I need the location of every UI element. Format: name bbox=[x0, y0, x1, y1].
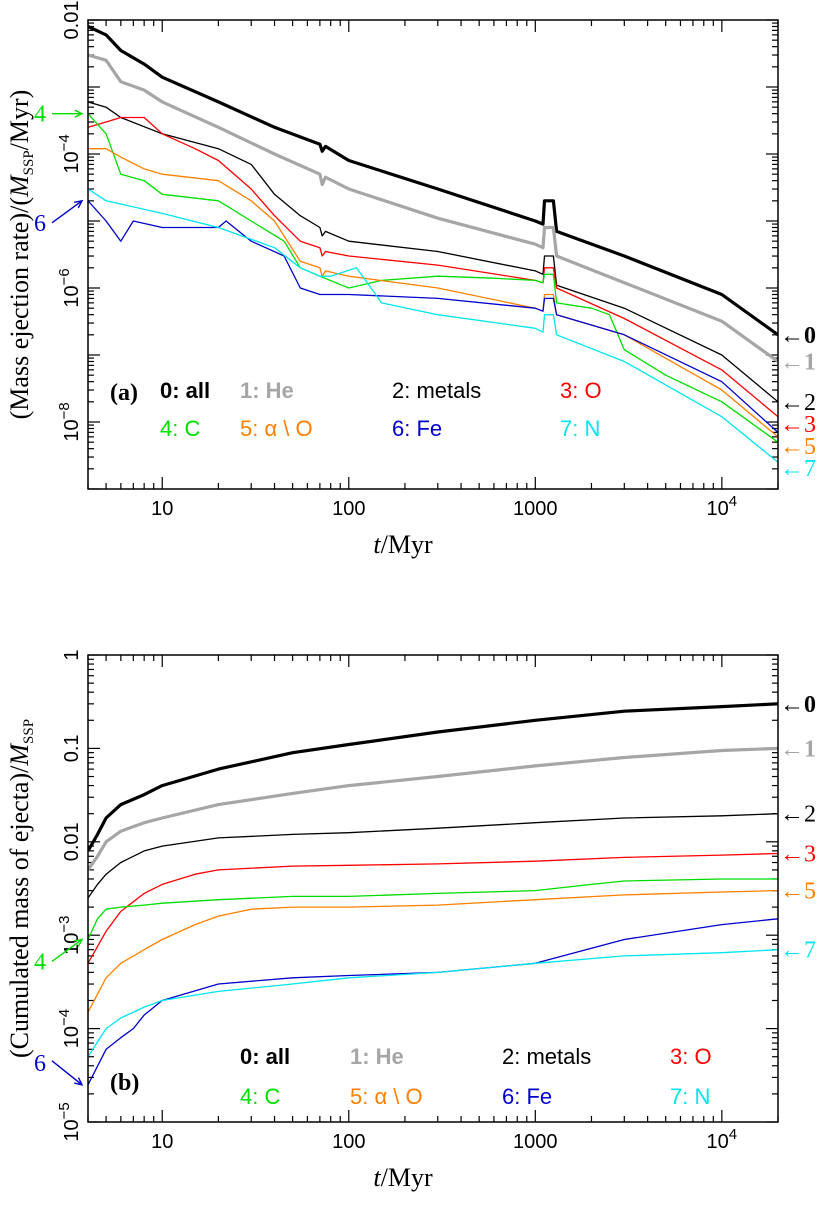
panel-a: 10 100 1000 104 0.01 10−4 10−6 10−8 t/Myr (Mass e… bbox=[5, 1, 816, 559]
plot-frame bbox=[87, 19, 779, 490]
y-tick-label: 0.1 bbox=[61, 734, 83, 762]
legend-entry: 1: He bbox=[240, 378, 294, 403]
series-line-1 bbox=[88, 53, 778, 363]
plot-frame bbox=[87, 654, 779, 1123]
y-tick-label: 1 bbox=[61, 649, 83, 660]
legend-entry: 7: N bbox=[560, 416, 600, 441]
end-label: ←1 bbox=[780, 736, 816, 762]
end-label: ←5 bbox=[780, 879, 816, 905]
x-tick-label: 100 bbox=[332, 498, 365, 520]
y-tick-label: 10−5 bbox=[56, 1102, 83, 1141]
legend-entry: 3: O bbox=[560, 378, 602, 403]
series-line-1 bbox=[88, 746, 778, 871]
series-line-6 bbox=[88, 200, 778, 433]
y-tick-label-group: 10−4 bbox=[56, 134, 83, 173]
series-line-4 bbox=[88, 878, 778, 940]
start-arrow-head bbox=[74, 938, 84, 947]
legend-entry: 6: Fe bbox=[502, 1084, 552, 1109]
x-tick-label: 1000 bbox=[513, 1131, 558, 1153]
legend-entry: 2: metals bbox=[392, 378, 481, 403]
y-tick-label: 10−6 bbox=[56, 268, 83, 307]
start-label: 6 bbox=[34, 1051, 46, 1077]
start-label: 4 bbox=[34, 102, 46, 128]
legend-entry: 5: α \ O bbox=[350, 1084, 423, 1109]
y-tick-label: 10−4 bbox=[56, 1009, 83, 1048]
series-line-6 bbox=[88, 918, 778, 1086]
end-label: ←7 bbox=[780, 456, 816, 482]
x-tick-label: 100 bbox=[332, 1131, 365, 1153]
legend-entry: 0: all bbox=[240, 1044, 290, 1069]
panel-label: (a) bbox=[110, 380, 138, 406]
x-axis-title: t/Myr bbox=[373, 530, 433, 559]
series-line-3 bbox=[88, 116, 778, 418]
y-tick-label: 10−4 bbox=[56, 134, 83, 173]
y-tick-label-group: 1 bbox=[61, 649, 83, 660]
series-line-7 bbox=[88, 188, 778, 463]
end-label: ←7 bbox=[780, 938, 816, 964]
series-line-7 bbox=[88, 949, 778, 1058]
x-tick-label: 1000 bbox=[513, 498, 558, 520]
series-line-2 bbox=[88, 101, 778, 403]
end-label: ←0 bbox=[780, 692, 816, 718]
series-line-5 bbox=[88, 889, 778, 1013]
x-tick-label: 104 bbox=[707, 1126, 738, 1153]
legend-entry: 3: O bbox=[670, 1044, 712, 1069]
y-tick-label-group: 10−8 bbox=[56, 402, 83, 441]
start-arrow-head bbox=[74, 109, 84, 118]
start-arrow-line bbox=[51, 1060, 83, 1086]
y-tick-label-group: 10−6 bbox=[56, 268, 83, 307]
start-arrow-line bbox=[51, 200, 83, 224]
series-line-3 bbox=[88, 852, 778, 964]
end-label: ←0 bbox=[780, 323, 816, 349]
x-axis-title: t/Myr bbox=[373, 1163, 433, 1192]
start-label: 6 bbox=[34, 211, 46, 237]
start-arrow-head bbox=[74, 199, 84, 209]
x-tick-label: 10 bbox=[151, 1131, 173, 1153]
start-arrow-line bbox=[51, 938, 83, 963]
y-tick-label-group: 0.01 bbox=[61, 1, 83, 40]
end-label: ←2 bbox=[780, 390, 816, 416]
legend-entry: 6: Fe bbox=[392, 416, 442, 441]
y-axis-title: (Mass ejection rate)/(MSSP/Myr) bbox=[5, 90, 37, 420]
end-label: ←2 bbox=[780, 802, 816, 828]
y-tick-label-group: 0.01 bbox=[61, 822, 83, 861]
y-tick-label: 10−8 bbox=[56, 402, 83, 441]
legend-entry: 0: all bbox=[160, 378, 210, 403]
end-label: ←3 bbox=[780, 412, 816, 438]
legend-entry: 4: C bbox=[240, 1084, 280, 1109]
panel-b: 10 100 1000 104 1 0.1 0.01 10−3 10−4 10−5 t/Myr (Cu… bbox=[5, 649, 816, 1192]
legend-entry: 5: α \ O bbox=[240, 416, 313, 441]
series-line-0 bbox=[88, 702, 778, 852]
series-line-2 bbox=[88, 813, 778, 899]
y-tick-label-group: 10−5 bbox=[56, 1102, 83, 1141]
series-line-0 bbox=[88, 25, 778, 337]
legend-entry: 1: He bbox=[350, 1044, 404, 1069]
y-tick-label: 0.01 bbox=[61, 822, 83, 861]
y-tick-label: 0.01 bbox=[61, 1, 83, 40]
end-label: ←1 bbox=[780, 349, 816, 375]
end-label: ←3 bbox=[780, 841, 816, 867]
panel-label: (b) bbox=[110, 1070, 139, 1096]
legend-entry: 4: C bbox=[160, 416, 200, 441]
y-tick-label-group: 10−4 bbox=[56, 1009, 83, 1048]
start-label: 4 bbox=[34, 949, 46, 975]
y-tick-label-group: 10−3 bbox=[56, 916, 83, 955]
start-arrow-head bbox=[74, 1077, 84, 1086]
end-label: ←5 bbox=[780, 434, 816, 460]
x-tick-label: 10 bbox=[151, 498, 173, 520]
x-tick-label: 104 bbox=[707, 493, 738, 520]
legend-entry: 2: metals bbox=[502, 1044, 591, 1069]
y-tick-label: 10−3 bbox=[56, 916, 83, 955]
y-tick-label-group: 0.1 bbox=[61, 734, 83, 762]
y-axis-title: (Cumulated mass of ejecta)/MSSP bbox=[5, 719, 37, 1058]
legend-entry: 7: N bbox=[670, 1084, 710, 1109]
series-line-4 bbox=[88, 113, 778, 443]
